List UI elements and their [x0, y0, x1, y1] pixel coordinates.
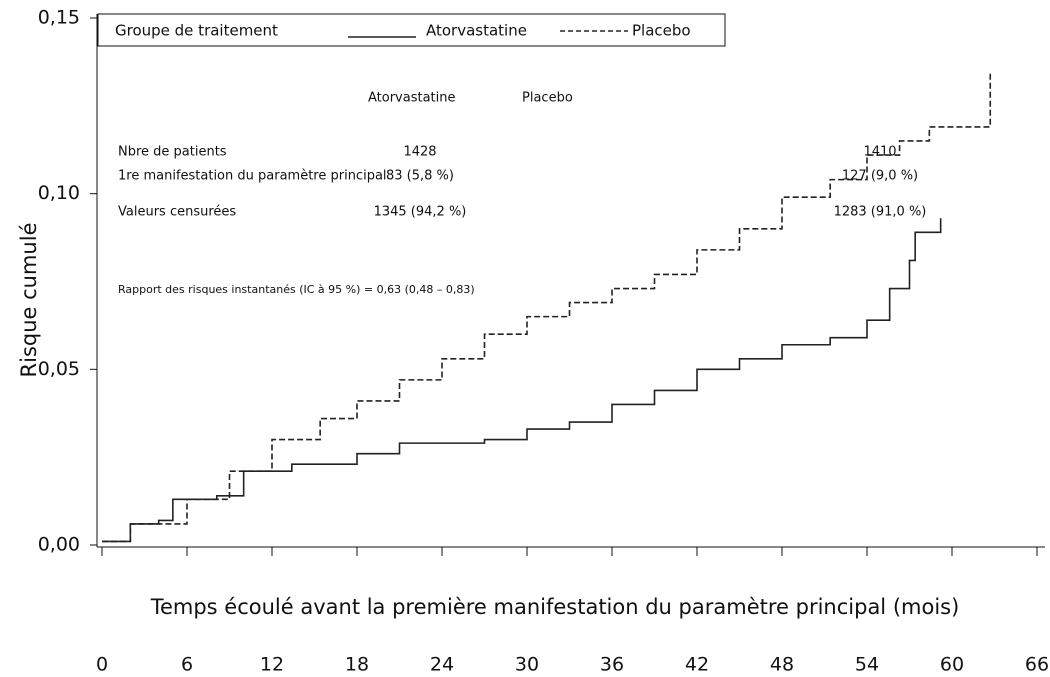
series-line — [102, 70, 992, 543]
table-cell: 127 (9,0 %) — [842, 169, 918, 184]
x-tick-label: 48 — [770, 654, 794, 676]
table-cell: 1283 (91,0 %) — [834, 205, 927, 220]
legend-title: Groupe de traitement — [115, 22, 278, 40]
y-tick-label: 0,00 — [38, 534, 80, 556]
table-row-label: Nbre de patients — [118, 145, 227, 160]
table-row-label: Valeurs censurées — [118, 205, 236, 220]
legend-label: Atorvastatine — [426, 22, 527, 40]
x-tick-label: 18 — [345, 654, 369, 676]
x-axis-title: Temps écoulé avant la première manifesta… — [150, 595, 960, 619]
y-tick-label: 0,05 — [38, 358, 80, 380]
x-tick-label: 60 — [940, 654, 964, 676]
x-tick-label: 42 — [685, 654, 709, 676]
table-header: Atorvastatine — [368, 91, 456, 106]
table-cell: 1428 — [403, 145, 436, 160]
x-tick-label: 24 — [430, 654, 454, 676]
x-tick-label: 54 — [855, 654, 879, 676]
x-tick-label: 30 — [515, 654, 539, 676]
x-tick-label: 36 — [600, 654, 624, 676]
table-header: Placebo — [522, 91, 573, 106]
series-line — [102, 218, 942, 543]
table-cell: 1345 (94,2 %) — [374, 205, 467, 220]
y-tick-label: 0,10 — [38, 182, 80, 204]
y-axis-title: Risque cumulé — [17, 223, 41, 378]
annotation: Rapport des risques instantanés (IC à 95… — [118, 283, 475, 296]
table-cell: 83 (5,8 %) — [386, 169, 454, 184]
x-tick-label: 6 — [181, 654, 193, 676]
x-tick-label: 0 — [96, 654, 108, 676]
x-tick-label: 66 — [1025, 654, 1049, 676]
legend-box — [97, 13, 726, 47]
table-cell: 1410 — [863, 145, 896, 160]
table-row-label: 1re manifestation du paramètre principal — [118, 169, 387, 184]
y-tick-label: 0,15 — [38, 7, 80, 29]
legend-label: Placebo — [632, 22, 691, 40]
x-tick-label: 12 — [260, 654, 284, 676]
